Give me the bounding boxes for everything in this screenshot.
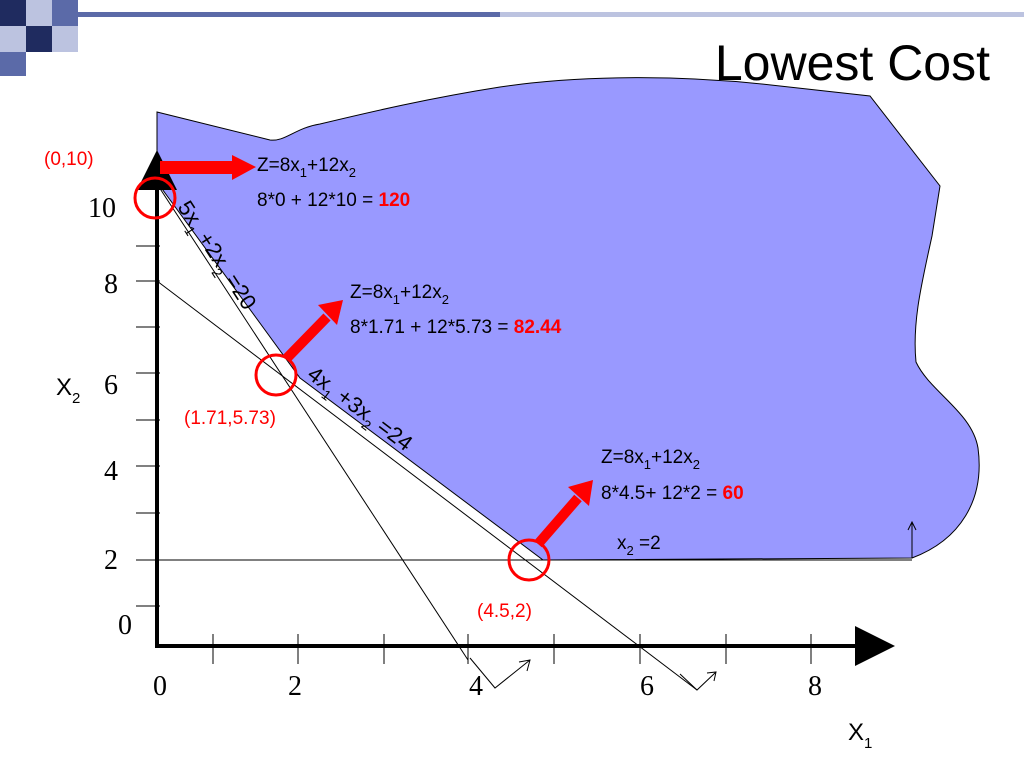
vertex-marker-1-71-5-73 xyxy=(254,353,298,397)
x-axis-ticks xyxy=(212,634,812,664)
y-tick-label: 8 xyxy=(104,269,118,300)
x-tick-label: 4 xyxy=(469,671,483,702)
x-tick-label: 0 xyxy=(153,671,167,702)
line-pointer-arrows xyxy=(469,520,917,691)
y-tick-label: 2 xyxy=(104,545,118,576)
vertex-marker-4-5-2 xyxy=(507,538,551,582)
objective-function: Z=8x1+12x2 xyxy=(350,282,449,307)
corner-decoration xyxy=(0,0,1024,76)
objective-function: Z=8x1+12x2 xyxy=(257,155,356,180)
y-tick-label: 4 xyxy=(104,456,118,487)
red-arrow-v1 xyxy=(160,155,256,180)
x-tick-label: 2 xyxy=(288,671,302,702)
y-tick-label: 0 xyxy=(118,610,132,641)
slide-title: Lowest Cost xyxy=(714,35,990,91)
constraint-line-5x1-2x2 xyxy=(156,183,469,661)
x-tick-label: 8 xyxy=(808,671,822,702)
objective-calculation: 8*1.71 + 12*5.73 = 82.44 xyxy=(350,317,562,338)
red-arrow-v2 xyxy=(283,300,343,362)
objective-calculation: 8*4.5+ 12*2 = 60 xyxy=(601,483,744,504)
y-axis-label: X2 xyxy=(56,374,80,407)
constraint-line-4x1-3x2 xyxy=(156,280,698,691)
y-tick-label: 6 xyxy=(104,370,118,401)
y-axis-ticks xyxy=(136,245,160,607)
x-axis-label: X1 xyxy=(848,719,872,752)
vertex-label: (0,10) xyxy=(44,149,94,170)
x-tick-label: 6 xyxy=(640,671,654,702)
objective-calculation: 8*0 + 12*10 = 120 xyxy=(257,190,410,211)
objective-function: Z=8x1+12x2 xyxy=(601,447,700,472)
vertex-label: (1.71,5.73) xyxy=(184,408,276,429)
vertex-label: (4.5,2) xyxy=(477,601,532,622)
vertex-marker-0-10 xyxy=(133,176,177,220)
feasible-region xyxy=(156,77,980,561)
constraint-label-x2-2: x2 =2 xyxy=(617,533,661,558)
red-arrow-v3 xyxy=(534,480,593,548)
y-tick-label: 10 xyxy=(88,193,116,224)
